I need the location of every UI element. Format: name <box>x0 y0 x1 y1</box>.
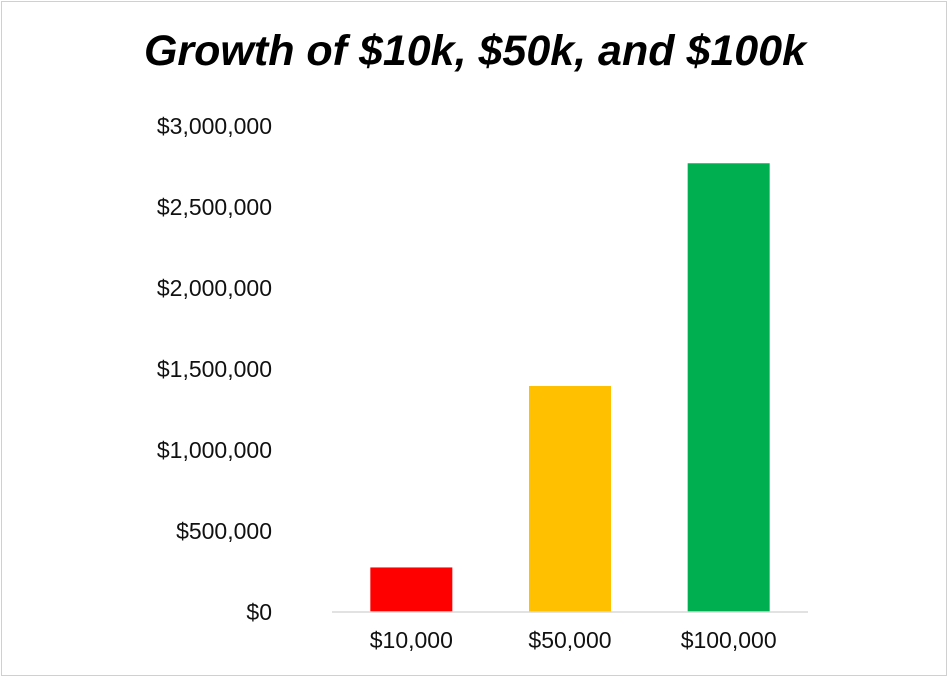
y-tick-label: $2,000,000 <box>157 275 272 301</box>
x-tick-label: $100,000 <box>681 627 777 653</box>
y-tick-label: $1,000,000 <box>157 437 272 463</box>
y-axis-tick-labels: $0 $500,000 $1,000,000 $1,500,000 $2,000,000… <box>157 113 272 625</box>
y-tick-label: $0 <box>246 599 272 625</box>
y-tick-label: $2,500,000 <box>157 194 272 220</box>
y-tick-label: $500,000 <box>176 518 272 544</box>
bar <box>529 386 611 612</box>
y-tick-label: $3,000,000 <box>157 113 272 139</box>
bar <box>687 163 770 612</box>
bar <box>370 567 453 612</box>
y-tick-label: $1,500,000 <box>157 356 272 382</box>
bars <box>370 163 770 612</box>
x-tick-label: $50,000 <box>528 627 611 653</box>
x-axis-tick-labels: $10,000 $50,000 $100,000 <box>370 627 777 653</box>
chart-title: Growth of $10k, $50k, and $100k <box>143 27 807 75</box>
x-tick-label: $10,000 <box>370 627 453 653</box>
